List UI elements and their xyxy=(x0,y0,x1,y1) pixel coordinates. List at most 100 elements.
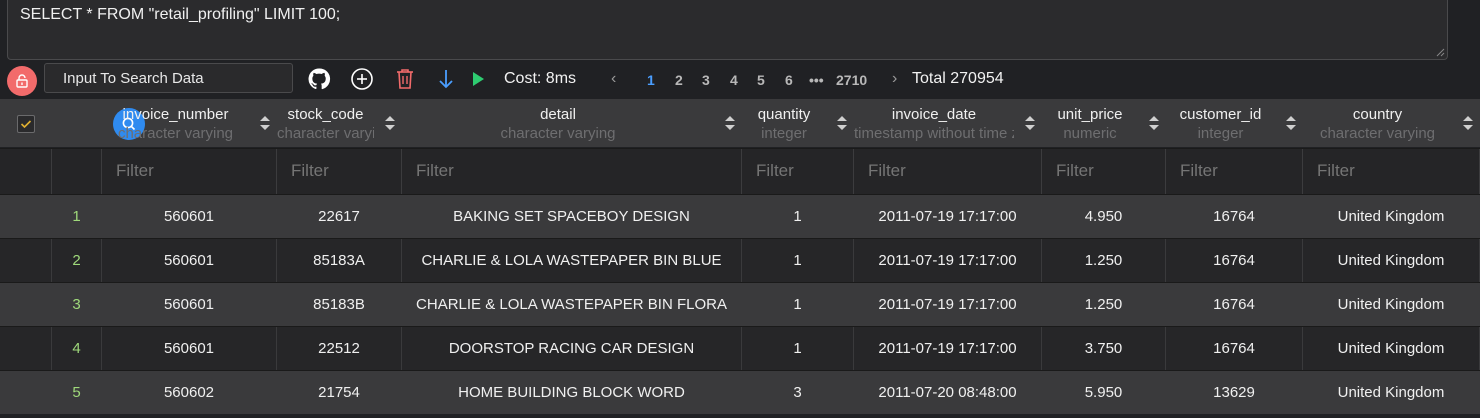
run-query-button[interactable] xyxy=(465,66,491,92)
row-select-cell[interactable] xyxy=(0,239,52,282)
cell-invoice-number[interactable]: 560601 xyxy=(102,239,277,282)
cell-invoice-date[interactable]: 2011-07-19 17:17:00 xyxy=(854,283,1042,326)
page-4[interactable]: 4 xyxy=(730,72,738,88)
cell-country[interactable]: United Kingdom xyxy=(1303,327,1480,370)
table-row[interactable]: 1 560601 22617 BAKING SET SPACEBOY DESIG… xyxy=(0,194,1480,238)
col-name: stock_code xyxy=(287,106,364,123)
cell-country[interactable]: United Kingdom xyxy=(1303,283,1480,326)
sort-icon[interactable] xyxy=(384,115,396,131)
cell-stock-code[interactable]: 21754 xyxy=(277,371,402,414)
cell-customer-id[interactable]: 16764 xyxy=(1166,239,1303,282)
cell-unit-price[interactable]: 1.250 xyxy=(1042,283,1166,326)
cell-country[interactable]: United Kingdom xyxy=(1303,195,1480,238)
filter-input-customer-id[interactable] xyxy=(1180,161,1303,181)
resize-grip-icon[interactable] xyxy=(1435,47,1445,57)
page-1[interactable]: 1 xyxy=(647,72,655,88)
select-all-checkbox[interactable] xyxy=(17,115,35,133)
cell-country[interactable]: United Kingdom xyxy=(1303,371,1480,414)
cell-detail[interactable]: DOORSTOP RACING CAR DESIGN xyxy=(402,327,742,370)
row-select-cell[interactable] xyxy=(0,327,52,370)
cell-stock-code[interactable]: 85183A xyxy=(277,239,402,282)
cell-customer-id[interactable]: 13629 xyxy=(1166,371,1303,414)
data-grid: invoice_number character varying stock_c… xyxy=(0,99,1480,418)
filter-input-country[interactable] xyxy=(1317,161,1476,181)
cell-invoice-date[interactable]: 2011-07-19 17:17:00 xyxy=(854,327,1042,370)
cell-invoice-number[interactable]: 560602 xyxy=(102,371,277,414)
cell-stock-code[interactable]: 22512 xyxy=(277,327,402,370)
cell-unit-price[interactable]: 4.950 xyxy=(1042,195,1166,238)
cell-quantity[interactable]: 1 xyxy=(742,239,854,282)
cell-detail[interactable]: CHARLIE & LOLA WASTEPAPER BIN BLUE xyxy=(402,239,742,282)
cell-customer-id[interactable]: 16764 xyxy=(1166,327,1303,370)
github-button[interactable] xyxy=(306,66,332,92)
more-pages[interactable]: ••• xyxy=(809,72,824,88)
filter-input-stock-code[interactable] xyxy=(291,161,403,181)
prev-page-button[interactable]: ‹ xyxy=(611,70,617,87)
cell-country[interactable]: United Kingdom xyxy=(1303,239,1480,282)
page-2[interactable]: 2 xyxy=(675,72,683,88)
table-row[interactable]: 5 560602 21754 HOME BUILDING BLOCK WORD … xyxy=(0,370,1480,414)
unlock-button[interactable] xyxy=(7,66,37,96)
col-type: character varying xyxy=(500,125,616,142)
next-page-button[interactable]: › xyxy=(892,70,898,87)
row-select-cell[interactable] xyxy=(0,195,52,238)
page-last[interactable]: 2710 xyxy=(836,72,868,88)
sql-editor[interactable]: SELECT * FROM "retail_profiling" LIMIT 1… xyxy=(7,0,1448,60)
cell-invoice-date[interactable]: 2011-07-19 17:17:00 xyxy=(854,195,1042,238)
col-header-detail[interactable]: detail character varying xyxy=(402,99,742,147)
cell-invoice-date[interactable]: 2011-07-19 17:17:00 xyxy=(854,239,1042,282)
table-row[interactable]: 3 560601 85183B CHARLIE & LOLA WASTEPAPE… xyxy=(0,282,1480,326)
col-header-country[interactable]: country character varying xyxy=(1303,99,1480,147)
table-row[interactable]: 2 560601 85183A CHARLIE & LOLA WASTEPAPE… xyxy=(0,238,1480,282)
add-button[interactable] xyxy=(349,66,375,92)
cell-invoice-number[interactable]: 560601 xyxy=(102,283,277,326)
page-3[interactable]: 3 xyxy=(702,72,710,88)
col-header-customer-id[interactable]: customer_id integer xyxy=(1166,99,1303,147)
filter-input-detail[interactable] xyxy=(416,161,722,181)
sort-icon[interactable] xyxy=(724,115,736,131)
row-index: 3 xyxy=(52,283,102,326)
sort-icon[interactable] xyxy=(1024,115,1036,131)
table-row[interactable]: 4 560601 22512 DOORSTOP RACING CAR DESIG… xyxy=(0,326,1480,370)
col-header-invoice-date[interactable]: invoice_date timestamp without time zone xyxy=(854,99,1042,147)
page-5[interactable]: 5 xyxy=(757,72,765,88)
col-header-unit-price[interactable]: unit_price numeric xyxy=(1042,99,1166,147)
delete-button[interactable] xyxy=(392,66,418,92)
col-header-invoice-number[interactable]: invoice_number character varying xyxy=(102,99,277,147)
sort-icon[interactable] xyxy=(259,115,271,131)
cell-unit-price[interactable]: 5.950 xyxy=(1042,371,1166,414)
cell-quantity[interactable]: 1 xyxy=(742,327,854,370)
cell-detail[interactable]: HOME BUILDING BLOCK WORD xyxy=(402,371,742,414)
cell-stock-code[interactable]: 22617 xyxy=(277,195,402,238)
filter-input-invoice-date[interactable] xyxy=(868,161,1037,181)
cell-stock-code[interactable]: 85183B xyxy=(277,283,402,326)
row-select-cell[interactable] xyxy=(0,283,52,326)
cell-quantity[interactable]: 1 xyxy=(742,283,854,326)
cell-quantity[interactable]: 1 xyxy=(742,195,854,238)
filter-input-invoice-number[interactable] xyxy=(116,161,273,181)
cell-invoice-date[interactable]: 2011-07-20 08:48:00 xyxy=(854,371,1042,414)
cell-customer-id[interactable]: 16764 xyxy=(1166,283,1303,326)
cell-unit-price[interactable]: 1.250 xyxy=(1042,239,1166,282)
sort-icon[interactable] xyxy=(1148,115,1160,131)
cell-customer-id[interactable]: 16764 xyxy=(1166,195,1303,238)
sort-icon[interactable] xyxy=(1462,115,1474,131)
select-all-cell xyxy=(0,99,52,147)
download-button[interactable] xyxy=(433,66,459,92)
page-6[interactable]: 6 xyxy=(785,72,793,88)
cell-unit-price[interactable]: 3.750 xyxy=(1042,327,1166,370)
search-data-input[interactable] xyxy=(44,63,293,93)
cell-detail[interactable]: CHARLIE & LOLA WASTEPAPER BIN FLORA xyxy=(402,283,742,326)
filter-input-unit-price[interactable] xyxy=(1056,161,1167,181)
cell-detail[interactable]: BAKING SET SPACEBOY DESIGN xyxy=(402,195,742,238)
cell-invoice-number[interactable]: 560601 xyxy=(102,195,277,238)
cell-quantity[interactable]: 3 xyxy=(742,371,854,414)
filter-input-quantity[interactable] xyxy=(756,161,856,181)
sort-icon[interactable] xyxy=(836,115,848,131)
cell-invoice-number[interactable]: 560601 xyxy=(102,327,277,370)
col-header-stock-code[interactable]: stock_code character varying xyxy=(277,99,402,147)
sort-icon[interactable] xyxy=(1285,115,1297,131)
row-select-cell[interactable] xyxy=(0,371,52,414)
column-search-button[interactable] xyxy=(113,108,145,140)
col-header-quantity[interactable]: quantity integer xyxy=(742,99,854,147)
